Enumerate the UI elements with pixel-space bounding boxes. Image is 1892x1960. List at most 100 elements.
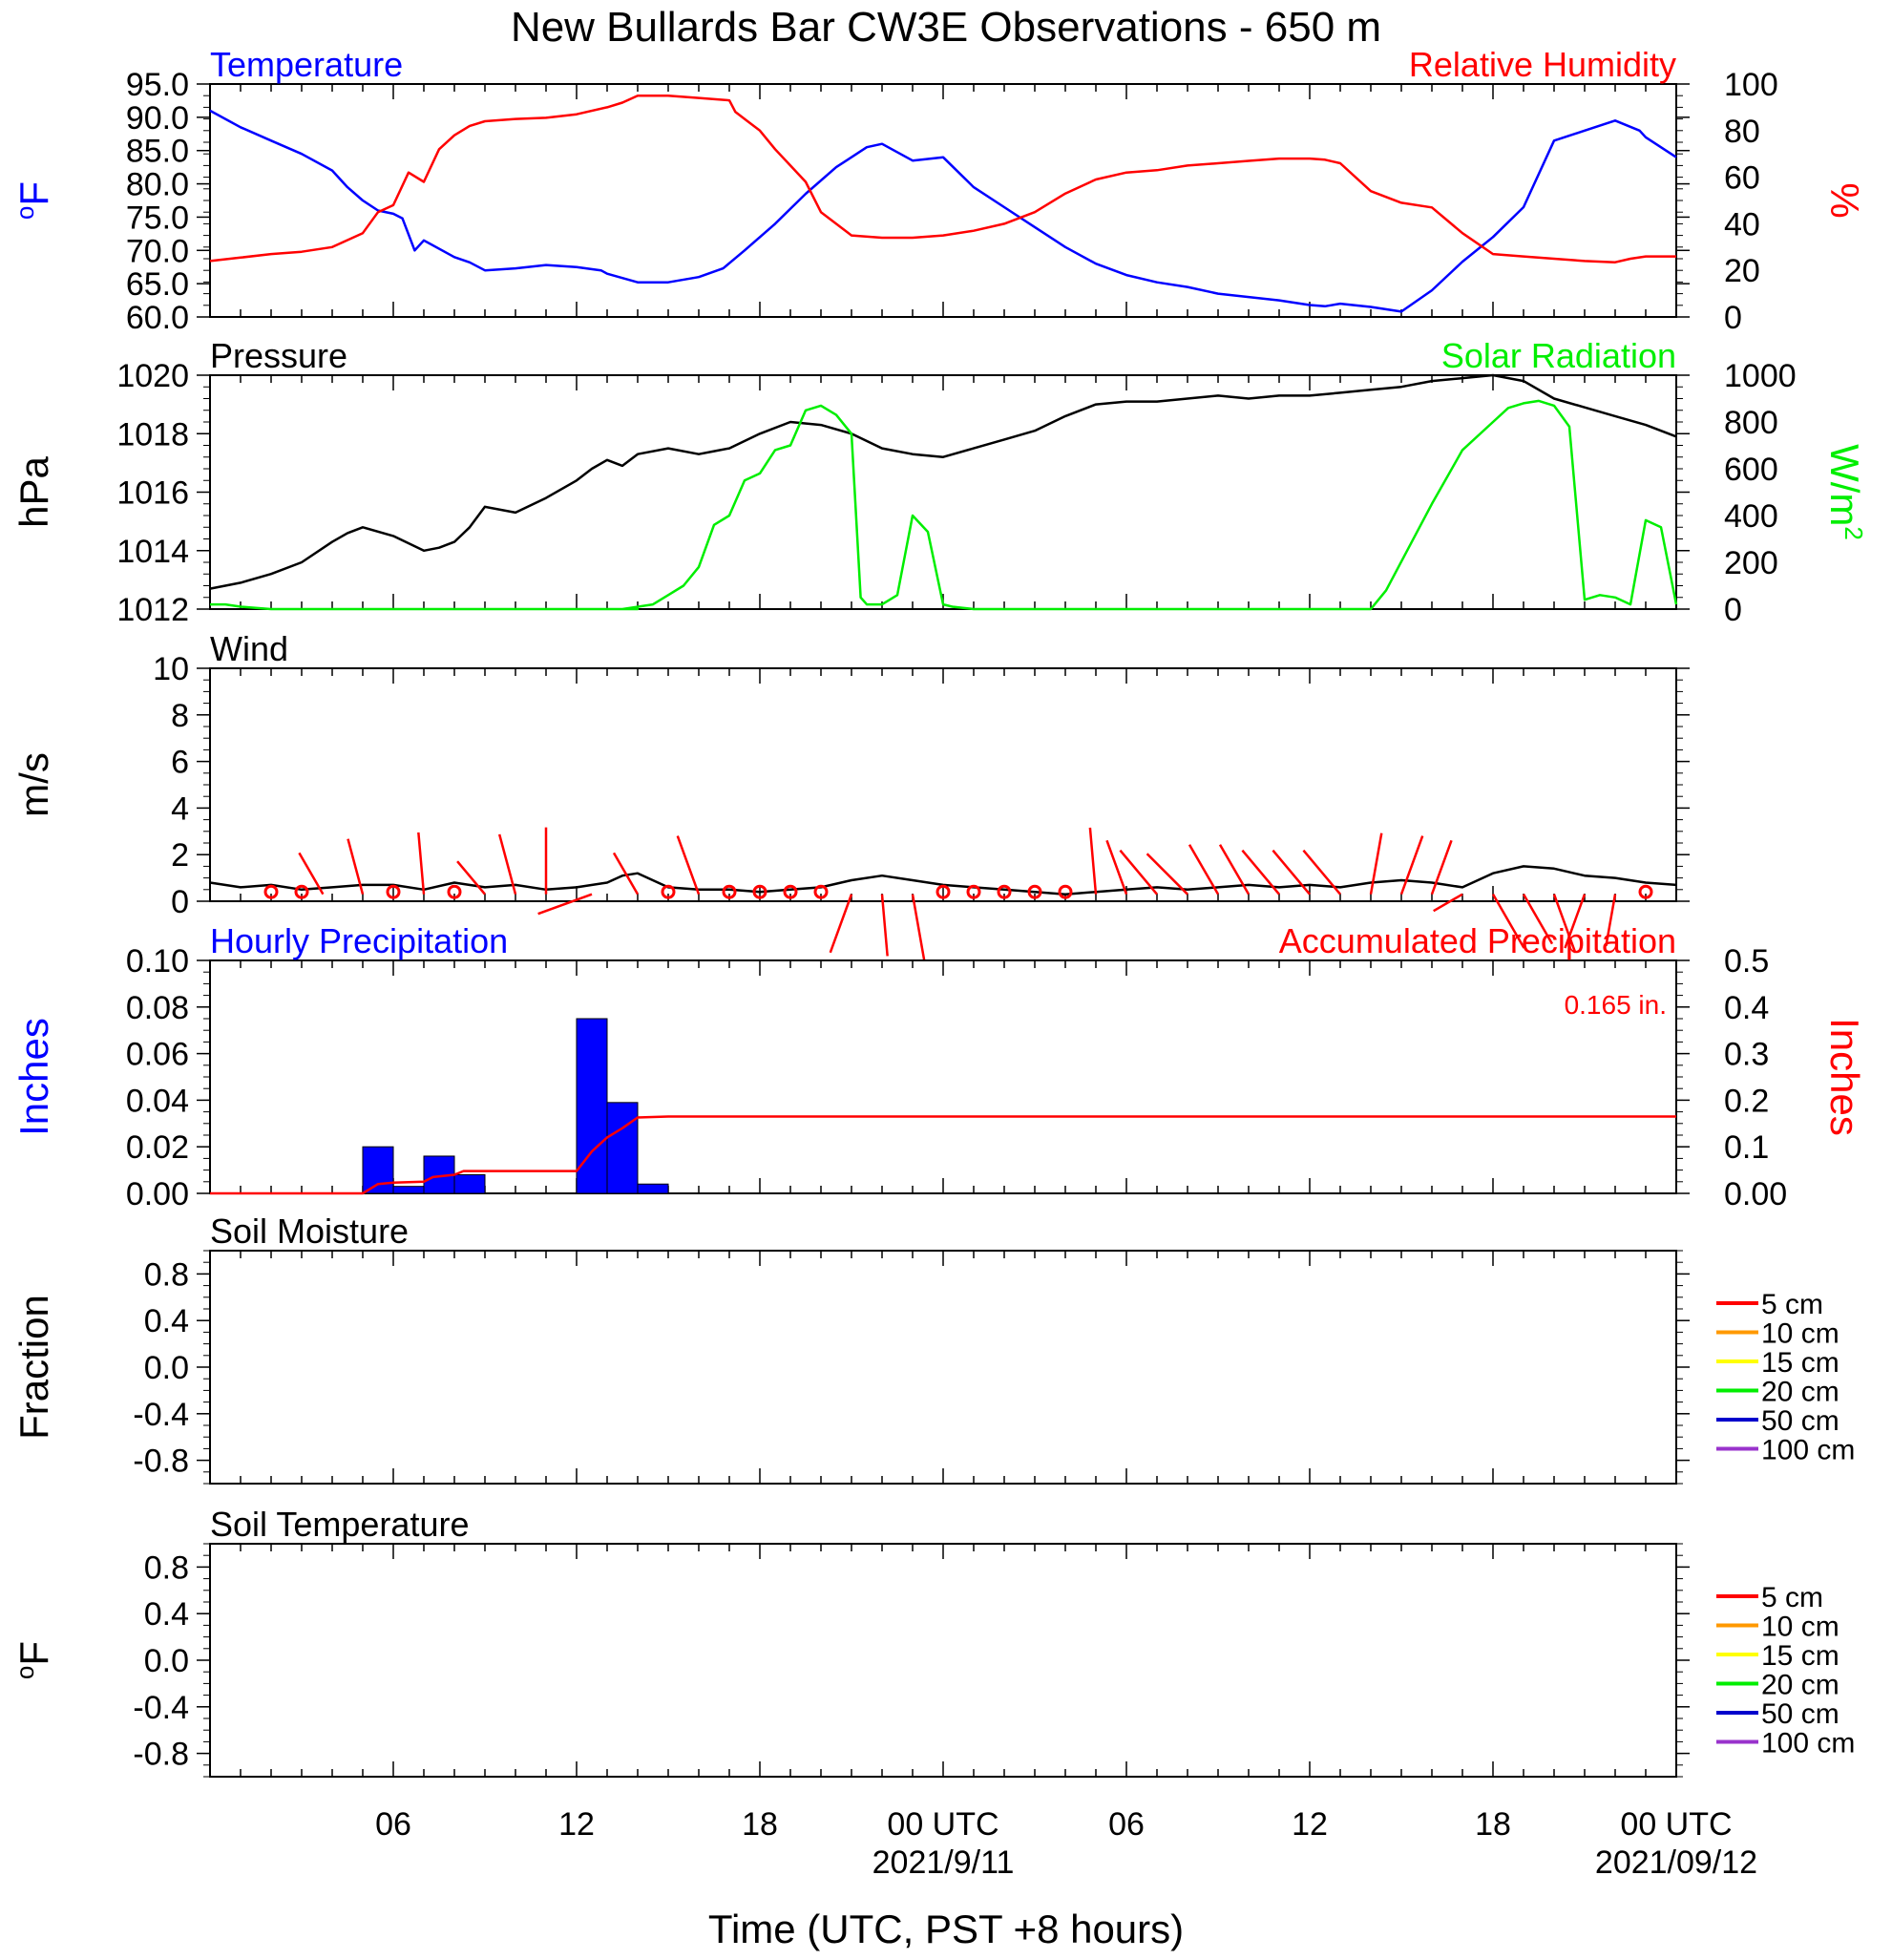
y-tick-label: 1018: [116, 416, 189, 453]
figure-title: New Bullards Bar CW3E Observations - 650…: [511, 4, 1381, 51]
y-tick-label: 0.10: [126, 943, 189, 980]
y-axis-label-right: %: [1822, 182, 1867, 218]
y-tick-label: 0.4: [144, 1596, 189, 1633]
wind-barb: [1188, 844, 1220, 896]
y-tick-label: 0.4: [144, 1303, 189, 1339]
y-right-tick-label: 1000: [1724, 358, 1797, 394]
panel-title-left: Soil Moisture: [210, 1212, 409, 1251]
x-tick-label: 00 UTC: [887, 1806, 999, 1843]
y-right-tick-label: 400: [1724, 498, 1778, 535]
y-tick-label: -0.4: [133, 1397, 189, 1433]
y-right-tick-label: 600: [1724, 452, 1778, 488]
wind-barb: [1119, 849, 1158, 896]
wind-barb: [1146, 853, 1188, 896]
calm-wind-marker: [752, 884, 767, 899]
y-tick-label: 4: [171, 790, 189, 827]
wind-barb: [1433, 893, 1463, 913]
wind-barb: [298, 852, 325, 896]
panel-title-right: Accumulated Precipitation: [1279, 921, 1676, 960]
wind-barb: [1105, 839, 1128, 896]
calm-wind-marker: [294, 884, 309, 899]
y-tick-label: 0.08: [126, 990, 189, 1026]
y-tick-label: 0.00: [126, 1176, 189, 1212]
panel-title-left: Pressure: [210, 336, 347, 375]
legend-label: 100 cm: [1761, 1728, 1855, 1760]
y-tick-label: 70.0: [126, 233, 189, 269]
y-tick-label: 2: [171, 837, 189, 874]
calm-wind-marker: [813, 884, 829, 899]
plot-frame: [209, 1543, 1677, 1778]
panel-1: 1020 1018 1016 1014 1012 1000 800 600 400 200 0 Pre…: [11, 336, 1868, 628]
y-right-tick-label: 0.5: [1724, 943, 1769, 980]
y-tick-label: 1016: [116, 475, 189, 512]
y-tick-label: 1020: [116, 358, 189, 394]
y-right-tick-label: 200: [1724, 545, 1778, 581]
legend-label: 100 cm: [1761, 1435, 1855, 1466]
calm-wind-marker: [1638, 884, 1653, 899]
wind-barb: [829, 894, 853, 954]
precip-bar: [606, 1102, 639, 1194]
y-tick-label: 60.0: [126, 300, 189, 336]
legend-label: 20 cm: [1761, 1377, 1839, 1408]
y-tick-label: -0.8: [133, 1444, 189, 1480]
x-tick-label: 00 UTC: [1620, 1806, 1732, 1843]
wind-barb: [537, 893, 593, 916]
y-right-tick-label: 100: [1724, 67, 1778, 103]
y-axis-label-left: Inches: [11, 1018, 56, 1136]
y-tick-label: 0.04: [126, 1083, 189, 1119]
legend-label: 15 cm: [1761, 1347, 1839, 1379]
y-right-tick-label: 0.3: [1724, 1037, 1769, 1073]
wind-barb: [1522, 894, 1554, 945]
wind-barb: [497, 833, 517, 896]
panel-3: 0.10 0.08 0.06 0.04 0.02 0.00 0.5 0.4 0.3 0.2 0.1 0…: [11, 921, 1867, 1212]
panel-4: 0.8 0.4 0.0 -0.4 -0.8 Soil Moisture Fraction 5 …: [11, 1212, 1855, 1485]
calm-wind-marker: [997, 884, 1012, 899]
wind-barb: [1399, 835, 1424, 896]
wind-barb: [1369, 832, 1383, 895]
y-tick-label: 0.06: [126, 1037, 189, 1073]
plot-frame: [209, 667, 1677, 902]
y-tick-label: 0.0: [144, 1643, 189, 1679]
calm-wind-marker: [935, 884, 951, 899]
precip-bar: [637, 1183, 669, 1194]
y-axis-label-left: oF: [11, 181, 56, 220]
series-line-0: [209, 109, 1677, 313]
panel-title-left: Wind: [210, 629, 288, 668]
y-tick-label: 8: [171, 698, 189, 734]
plot-frame: [209, 1250, 1677, 1485]
x-tick-label: 12: [1292, 1806, 1328, 1843]
wind-barb: [456, 860, 486, 896]
precip-bar: [453, 1173, 486, 1194]
y-tick-label: 95.0: [126, 67, 189, 103]
y-right-tick-label: 0.4: [1724, 990, 1769, 1026]
series-line-0: [209, 865, 1677, 896]
x-tick-label: 06: [1108, 1806, 1145, 1843]
calm-wind-marker: [386, 884, 401, 899]
panel-title-left: Temperature: [210, 45, 403, 84]
y-right-tick-label: 40: [1724, 206, 1760, 242]
y-right-tick-label: 0.2: [1724, 1083, 1769, 1119]
y-axis-label-left: m/s: [11, 752, 56, 817]
x-tick-label: 06: [375, 1806, 411, 1843]
calm-wind-marker: [722, 884, 737, 899]
y-tick-label: 90.0: [126, 100, 189, 137]
calm-wind-marker: [661, 884, 676, 899]
wind-barb: [347, 838, 365, 896]
series-line-0: [209, 373, 1677, 590]
y-tick-label: 80.0: [126, 167, 189, 203]
legend-label: 10 cm: [1761, 1612, 1839, 1643]
plot-frame: [209, 83, 1677, 318]
y-axis-label-left: hPa: [11, 455, 56, 527]
panel-title-left: Soil Temperature: [210, 1505, 469, 1544]
y-right-tick-label: 20: [1724, 253, 1760, 289]
x-axis-label: Time (UTC, PST +8 hours): [708, 1907, 1184, 1951]
y-axis-label-right: W/m2: [1822, 444, 1868, 540]
wind-barb: [911, 894, 926, 960]
y-right-tick-label: 60: [1724, 160, 1760, 197]
wind-barb: [1430, 839, 1453, 896]
y-tick-label: 1014: [116, 534, 189, 570]
wind-barb: [1491, 894, 1525, 949]
wind-barb: [1272, 849, 1311, 896]
